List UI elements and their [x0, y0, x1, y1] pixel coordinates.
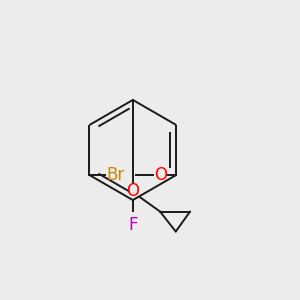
Text: Br: Br — [106, 166, 125, 184]
Text: F: F — [128, 216, 138, 234]
Text: O: O — [154, 166, 167, 184]
Text: O: O — [126, 182, 139, 200]
